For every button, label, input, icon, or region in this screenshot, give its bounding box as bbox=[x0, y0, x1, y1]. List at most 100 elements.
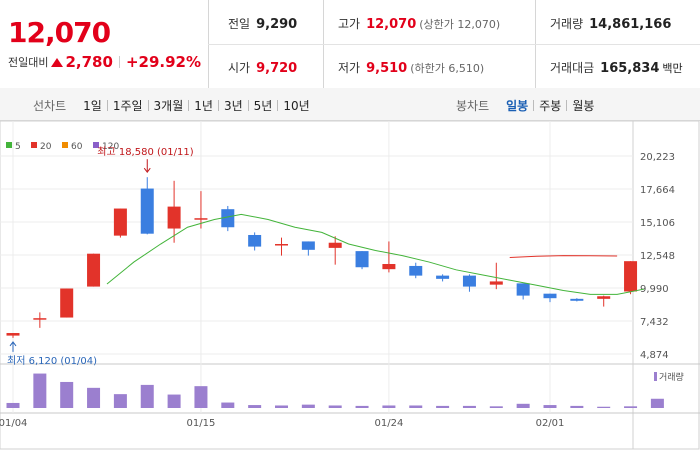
candle-chart-title: 봉차트 bbox=[456, 99, 490, 113]
candle-body bbox=[570, 298, 584, 301]
candle-body bbox=[60, 288, 74, 318]
volume-bar bbox=[275, 405, 288, 408]
change-label: 전일대비 bbox=[8, 56, 49, 69]
volume-bar bbox=[248, 405, 262, 408]
line-period-button-5[interactable]: 5년 bbox=[253, 99, 273, 113]
candle-body bbox=[275, 244, 288, 246]
candle-body bbox=[382, 264, 396, 270]
line-period-button-3[interactable]: 1년 bbox=[194, 99, 213, 113]
divider bbox=[217, 100, 219, 111]
candle-body bbox=[462, 275, 476, 287]
candle-body bbox=[355, 251, 369, 268]
line-chart-periods: 선차트 1일 1주일 3개월 1년 3년 5년 10년 bbox=[33, 97, 315, 114]
candle-body bbox=[436, 275, 450, 279]
open-price: 시가 9,720 bbox=[228, 61, 298, 76]
candle-body bbox=[409, 265, 423, 276]
volume-bar bbox=[87, 387, 101, 408]
divider bbox=[118, 56, 120, 68]
max-price-label: 최고 18,580 (01/11) bbox=[97, 146, 193, 158]
y-tick-label: 9,990 bbox=[640, 284, 669, 295]
volume-stat: 거래량 14,861,166 bbox=[550, 17, 672, 32]
volume-bar bbox=[113, 394, 127, 408]
low-price: 저가 9,510 (하한가 6,510) bbox=[338, 61, 485, 76]
change-value: 2,780 bbox=[65, 53, 113, 71]
candle-body bbox=[140, 188, 154, 234]
candle-period-button-0[interactable]: 일봉 bbox=[506, 99, 529, 113]
legend-swatch bbox=[93, 142, 99, 148]
volume-bar bbox=[167, 394, 181, 408]
volume-bar bbox=[543, 405, 557, 408]
candle-body bbox=[33, 318, 47, 320]
ma20-line bbox=[509, 255, 618, 259]
divider bbox=[106, 100, 108, 111]
line-period-button-1[interactable]: 1주일 bbox=[112, 99, 143, 113]
divider bbox=[147, 100, 149, 111]
chart-toolbar: 선차트 1일 1주일 3개월 1년 3년 5년 10년 봉차트 일봉 주봉 월봉 bbox=[0, 88, 700, 121]
candle-period-button-2[interactable]: 월봉 bbox=[572, 99, 595, 113]
line-chart-title: 선차트 bbox=[33, 99, 67, 113]
prev-close: 전일 9,290 bbox=[228, 17, 298, 32]
candle-body bbox=[167, 206, 181, 229]
candle-body bbox=[516, 283, 530, 296]
volume-bar bbox=[140, 384, 154, 408]
ma5-line bbox=[106, 213, 645, 295]
line-period-button-6[interactable]: 10년 bbox=[283, 99, 310, 113]
candle-body bbox=[113, 208, 127, 236]
high-price: 고가 12,070 (상한가 12,070) bbox=[338, 17, 501, 32]
divider bbox=[208, 44, 700, 45]
min-arrow-icon bbox=[9, 341, 17, 347]
trade-amount: 거래대금 165,834 백만 bbox=[550, 61, 683, 76]
candle-body bbox=[624, 261, 638, 292]
y-tick-label: 4,874 bbox=[640, 350, 669, 361]
legend-label: 60 bbox=[71, 142, 83, 152]
up-arrow-icon bbox=[51, 57, 64, 67]
x-tick-label: 02/01 bbox=[536, 418, 565, 429]
volume-bar bbox=[355, 405, 369, 408]
volume-bar bbox=[409, 405, 423, 408]
candle-body bbox=[87, 253, 101, 287]
legend-label: 120 bbox=[102, 142, 119, 152]
max-arrow-icon bbox=[143, 167, 151, 174]
volume-bar bbox=[597, 406, 611, 408]
candle-chart-periods: 봉차트 일봉 주봉 월봉 bbox=[456, 97, 599, 114]
legend-label: 20 bbox=[40, 142, 52, 152]
legend-swatch bbox=[62, 142, 68, 148]
volume-bar bbox=[624, 406, 638, 408]
quote-header: 12,070 전일대비 2,780 +29.92% 전일 9,290 고가 12,0… bbox=[0, 0, 700, 89]
min-price-label: 최저 6,120 (01/04) bbox=[7, 355, 97, 367]
divider bbox=[566, 100, 568, 111]
price-chart: 20,223 17,664 15,106 12,548 9,990 7,432 4,874 0… bbox=[0, 121, 700, 450]
volume-bar bbox=[301, 404, 315, 408]
volume-bar bbox=[6, 402, 20, 408]
volume-bar bbox=[489, 406, 503, 408]
candle-body bbox=[301, 241, 315, 250]
legend-label: 5 bbox=[15, 142, 21, 152]
candle-body bbox=[6, 333, 20, 336]
x-tick-label: 01/24 bbox=[374, 418, 403, 429]
candle-body bbox=[221, 209, 235, 228]
volume-bar bbox=[436, 405, 450, 408]
volume-bar bbox=[570, 405, 584, 408]
legend-swatch bbox=[31, 142, 37, 148]
volume-bar bbox=[650, 398, 664, 408]
y-tick-label: 17,664 bbox=[640, 185, 675, 196]
line-period-button-2[interactable]: 3개월 bbox=[153, 99, 184, 113]
candle-body bbox=[194, 218, 208, 220]
candle-body bbox=[543, 293, 557, 299]
volume-legend-label: 거래량 bbox=[659, 371, 684, 383]
volume-bar bbox=[194, 386, 208, 408]
y-tick-label: 7,432 bbox=[640, 317, 669, 328]
line-period-button-0[interactable]: 1일 bbox=[83, 99, 102, 113]
volume-bar bbox=[60, 381, 74, 408]
candle-body bbox=[328, 242, 342, 248]
divider bbox=[247, 100, 249, 111]
candle-period-button-1[interactable]: 주봉 bbox=[539, 99, 562, 113]
volume-bar bbox=[462, 405, 476, 408]
x-tick-label: 01/15 bbox=[187, 418, 216, 429]
current-price: 12,070 bbox=[8, 16, 111, 49]
line-period-button-4[interactable]: 3년 bbox=[223, 99, 243, 113]
volume-bar bbox=[516, 403, 530, 408]
volume-legend-swatch bbox=[654, 372, 657, 381]
candle-body bbox=[597, 296, 611, 299]
